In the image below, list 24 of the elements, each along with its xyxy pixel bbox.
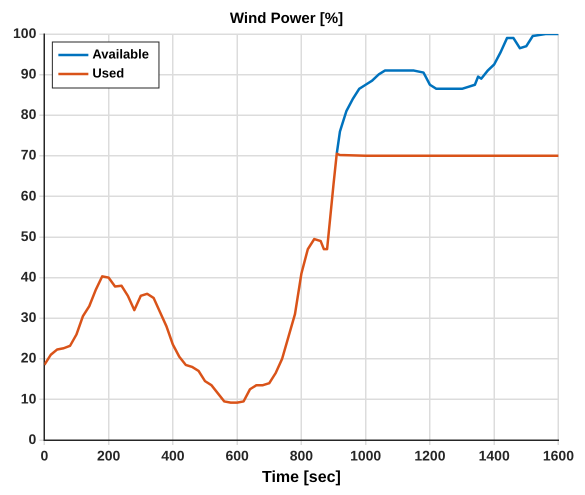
y-tick-label: 100 [13, 24, 37, 41]
y-tick-label: 30 [20, 309, 37, 326]
x-tick-label: 1200 [414, 447, 446, 464]
x-tick-label: 1000 [350, 447, 382, 464]
x-tick-label: 600 [225, 447, 250, 464]
x-tick-label: 400 [161, 447, 185, 464]
y-tick-label: 0 [28, 430, 37, 447]
x-tick-label: 1600 [542, 447, 574, 464]
x-tick-label: 200 [96, 447, 121, 464]
y-tick-label: 50 [20, 228, 37, 244]
y-tick-label: 90 [20, 65, 37, 82]
y-tick-label: 10 [20, 390, 37, 406]
x-tick-label: 0 [40, 447, 48, 464]
x-axis-title: Time [sec] [262, 468, 341, 486]
y-tick-label: 60 [20, 187, 37, 204]
y-tick-label: 70 [20, 146, 37, 163]
y-tick-label: 20 [20, 350, 37, 366]
chart-title: Wind Power [%] [230, 10, 344, 28]
y-tick-label: 40 [20, 268, 37, 284]
legend-label: Used [92, 66, 124, 81]
x-tick-label: 1400 [478, 447, 510, 464]
y-tick-label: 80 [20, 106, 37, 122]
legend-label: Available [92, 46, 149, 62]
x-tick-label: 800 [290, 447, 314, 464]
